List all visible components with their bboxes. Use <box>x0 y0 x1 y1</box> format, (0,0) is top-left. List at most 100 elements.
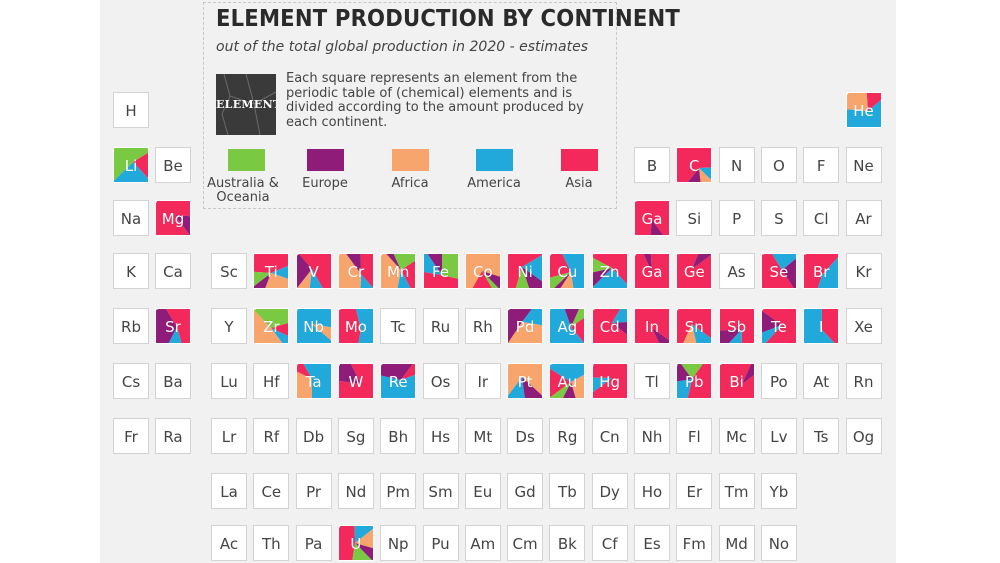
share-segment-asia <box>401 364 416 380</box>
element-share-graphic <box>804 254 839 288</box>
share-segment-america <box>550 309 585 343</box>
element-tile-lv: Lv <box>760 418 797 454</box>
element-tile-cf-f: Cf <box>591 525 628 561</box>
element-tile-i: I <box>803 308 840 344</box>
element-share-graphic <box>677 254 712 288</box>
legend-label-asia: Asia <box>565 176 593 191</box>
element-share-graphic <box>423 254 458 288</box>
share-segment-america <box>271 328 289 343</box>
element-symbol: Zn <box>599 263 620 281</box>
element-tile-ar: Ar <box>845 200 882 236</box>
element-tile-md-f: Md <box>718 525 755 561</box>
element-symbol: H <box>125 102 137 120</box>
element-symbol: I <box>818 318 824 336</box>
share-segment-europe <box>781 258 796 288</box>
element-tile-cs: Cs <box>113 363 149 399</box>
element-symbol: Ra <box>163 428 183 446</box>
element-symbol: Pr <box>306 483 322 501</box>
element-tile-fr: Fr <box>113 418 149 454</box>
share-segment-africa <box>508 322 543 343</box>
element-symbol: Pt <box>517 373 533 391</box>
element-tile-pb: Pb <box>676 363 713 399</box>
element-symbol: Pb <box>685 373 704 391</box>
element-tile-mc: Mc <box>718 418 755 454</box>
element-symbol: Rf <box>263 428 280 446</box>
element-tile-mo: Mo <box>337 308 374 344</box>
element-symbol: Og <box>852 428 875 446</box>
element-symbol: Cn <box>599 428 620 446</box>
element-tile-pr-f: Pr <box>295 473 332 509</box>
element-symbol: Es <box>643 535 661 553</box>
element-symbol: Rh <box>472 318 493 336</box>
element-share-graphic <box>508 254 543 288</box>
element-tile-eu-f: Eu <box>464 473 501 509</box>
element-tile-ga: Ga <box>634 200 670 236</box>
element-share-graphic <box>296 254 331 288</box>
share-segment-oceania <box>254 309 289 328</box>
legend-label-africa: Africa <box>391 176 429 191</box>
element-tile-cl: Cl <box>803 200 840 236</box>
element-symbol: Tc <box>390 318 406 336</box>
share-segment-europe <box>175 215 190 235</box>
element-symbol: Na <box>120 210 142 228</box>
share-segment-america <box>296 309 331 343</box>
share-segment-america <box>522 255 543 282</box>
share-segment-asia <box>254 254 289 273</box>
share-segment-america <box>846 100 881 127</box>
element-symbol: Tl <box>645 373 659 391</box>
element-tile-cu: Cu <box>549 253 586 289</box>
element-tile-th-f: Th <box>253 525 290 561</box>
element-tile-ds: Ds <box>507 418 544 454</box>
element-tile-pd: Pd <box>507 308 544 344</box>
share-segment-europe <box>652 328 669 343</box>
element-symbol: Tm <box>724 483 749 501</box>
element-symbol: Cm <box>512 535 538 553</box>
element-tile-li: Li <box>113 147 149 183</box>
element-share-graphic <box>550 254 585 288</box>
share-segment-africa <box>381 254 402 288</box>
element-tile-he: He <box>845 92 882 128</box>
element-symbol: Ce <box>261 483 282 501</box>
element-share-graphic <box>381 254 416 288</box>
element-symbol: Tb <box>558 483 577 501</box>
element-tile-ne: Ne <box>845 147 882 183</box>
share-segment-africa <box>699 168 712 182</box>
element-symbol: Ca <box>163 263 183 281</box>
element-tile-sg: Sg <box>337 418 374 454</box>
legend-swatch-africa <box>392 149 429 171</box>
element-tile-se: Se <box>760 253 797 289</box>
element-share-graphic <box>254 309 289 343</box>
element-symbol: Sm <box>428 483 453 501</box>
element-share-graphic <box>592 364 627 398</box>
element-share-graphic <box>550 364 585 398</box>
element-tile-er-f: Er <box>676 473 713 509</box>
share-segment-europe <box>296 254 312 288</box>
legend-label-oceania: Australia & Oceania <box>207 176 279 205</box>
share-segment-asia <box>165 309 190 343</box>
element-tile-mn: Mn <box>380 253 417 289</box>
share-segment-america <box>677 379 693 398</box>
share-segment-europe <box>563 382 577 398</box>
element-share-graphic <box>156 309 190 343</box>
element-tile-ce-f: Ce <box>253 473 290 509</box>
element-tile-fe: Fe <box>422 253 459 289</box>
element-symbol: Ts <box>813 428 829 446</box>
element-tile-fl: Fl <box>676 418 713 454</box>
element-tile-lu: Lu <box>211 363 247 399</box>
element-tile-na: Na <box>113 200 149 236</box>
element-symbol: Pm <box>386 483 411 501</box>
element-symbol: Ne <box>853 157 874 175</box>
element-symbol: Ru <box>430 318 451 336</box>
element-tile-h: H <box>113 92 149 128</box>
share-segment-europe <box>688 168 701 182</box>
element-symbol: Ho <box>641 483 663 501</box>
element-symbol: Bh <box>388 428 409 446</box>
element-symbol: Po <box>770 373 788 391</box>
legend-label-europe: Europe <box>302 176 348 191</box>
element-tile-as: As <box>718 253 755 289</box>
element-tile-rf: Rf <box>253 418 290 454</box>
element-share-graphic <box>635 201 669 235</box>
share-segment-oceania <box>550 272 572 288</box>
share-segment-asia <box>592 364 627 398</box>
element-tile-hf: Hf <box>253 363 290 399</box>
